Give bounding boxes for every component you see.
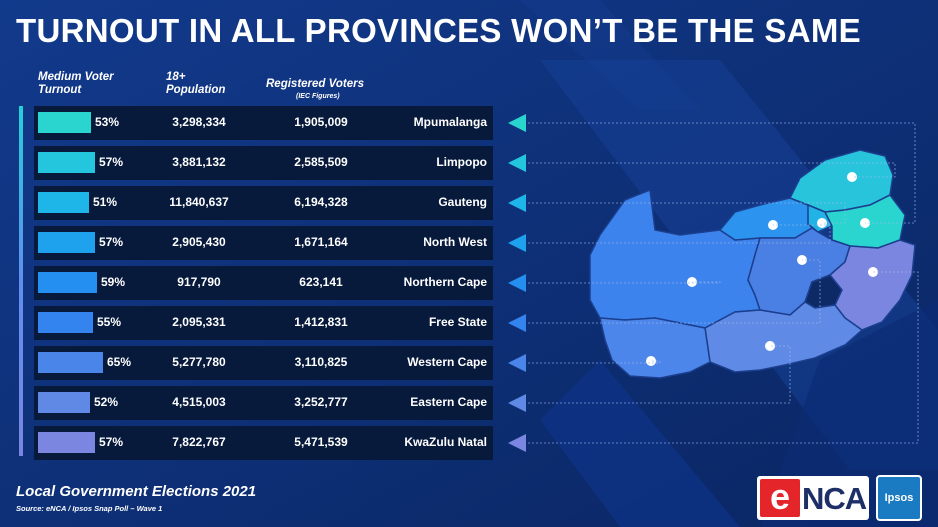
province-name: Gauteng	[438, 195, 487, 209]
turnout-bar	[38, 272, 97, 293]
population-cell: 2,905,430	[172, 235, 226, 249]
registered-cell: 1,905,009	[294, 115, 348, 129]
turnout-label: 53%	[95, 115, 120, 129]
connector-line-0	[528, 122, 916, 224]
connector-line-7	[528, 345, 791, 404]
connector-line-4	[528, 281, 721, 284]
footer-title: Local Government Elections 2021	[16, 483, 257, 500]
turnout-bar	[38, 152, 95, 173]
table-row: 52% 4,515,003 3,252,777 Eastern Cape	[34, 386, 493, 420]
turnout-bar	[38, 432, 95, 453]
connector-line-8	[528, 271, 919, 444]
province-name: Limpopo	[436, 155, 487, 169]
population-cell: 7,822,767	[172, 435, 226, 449]
table-row: 65% 5,277,780 3,110,825 Western Cape	[34, 346, 493, 380]
connector-line-3	[528, 224, 831, 244]
south-africa-map	[589, 149, 916, 379]
ipsos-logo-text: Ipsos	[884, 492, 914, 504]
map-western-cape	[599, 317, 711, 379]
registered-cell: 2,585,509	[294, 155, 348, 169]
header-registered-note: (IEC Figures)	[296, 93, 340, 100]
turnout-label: 65%	[107, 355, 132, 369]
turnout-bar	[38, 112, 91, 133]
registered-cell: 3,252,777	[294, 395, 348, 409]
map-dot-eastern-cape	[765, 341, 775, 351]
province-name: Free State	[428, 315, 487, 329]
map-kwazulu-natal	[828, 239, 916, 331]
turnout-label: 51%	[93, 195, 118, 209]
turnout-bar	[38, 312, 93, 333]
ipsos-logo: Ipsos	[876, 475, 922, 521]
turnout-bar	[38, 232, 95, 253]
turnout-label: 57%	[99, 155, 124, 169]
header-population: 18+ Population	[166, 71, 226, 96]
turnout-bar	[38, 392, 90, 413]
turnout-label: 59%	[101, 275, 126, 289]
province-name: Mpumalanga	[413, 115, 487, 129]
map-dot-western-cape	[646, 356, 656, 366]
turnout-bar	[38, 352, 103, 373]
turnout-bar	[38, 192, 89, 213]
province-name: North West	[423, 235, 487, 249]
enca-logo-e: e	[760, 479, 800, 517]
population-cell: 5,277,780	[172, 355, 226, 369]
turnout-label: 57%	[99, 235, 124, 249]
table-row: 57% 7,822,767 5,471,539 KwaZulu Natal	[34, 426, 493, 460]
population-cell: 11,840,637	[169, 195, 229, 209]
table-row: 57% 3,881,132 2,585,509 Limpopo	[34, 146, 493, 180]
turnout-label: 55%	[97, 315, 122, 329]
turnout-label: 52%	[94, 395, 119, 409]
row-pointer-6	[508, 354, 526, 372]
table-row: 57% 2,905,430 1,671,164 North West	[34, 226, 493, 260]
connector-line-6	[528, 360, 661, 364]
connector-line-5	[528, 259, 821, 324]
footer-source: Source: eNCA / Ipsos Snap Poll – Wave 1	[16, 504, 163, 513]
row-pointer-5	[508, 314, 526, 332]
registered-cell: 1,412,831	[294, 315, 348, 329]
registered-cell: 3,110,825	[294, 355, 348, 369]
header-registered: Registered Voters	[266, 78, 364, 90]
province-name: Western Cape	[407, 355, 487, 369]
enca-logo: e NCA	[757, 476, 869, 520]
row-pointer-1	[508, 154, 526, 172]
row-pointer-4	[508, 274, 526, 292]
registered-cell: 623,141	[299, 275, 343, 289]
turnout-gradient-strip	[19, 106, 23, 456]
population-cell: 917,790	[177, 275, 221, 289]
table-row: 55% 2,095,331 1,412,831 Free State	[34, 306, 493, 340]
map-dot-limpopo	[847, 172, 857, 182]
province-name: Northern Cape	[403, 275, 487, 289]
page-title: TURNOUT IN ALL PROVINCES WON’T BE THE SA…	[16, 12, 861, 49]
map-dot-gauteng	[817, 218, 827, 228]
province-name: Eastern Cape	[410, 395, 487, 409]
population-cell: 3,881,132	[172, 155, 226, 169]
population-cell: 2,095,331	[172, 315, 226, 329]
population-cell: 3,298,334	[172, 115, 226, 129]
province-name: KwaZulu Natal	[404, 435, 487, 449]
registered-cell: 1,671,164	[294, 235, 348, 249]
registered-cell: 6,194,328	[294, 195, 348, 209]
row-pointer-8	[508, 434, 526, 452]
row-pointer-0	[508, 114, 526, 132]
registered-cell: 5,471,539	[294, 435, 348, 449]
row-pointer-2	[508, 194, 526, 212]
table-row: 59% 917,790 623,141 Northern Cape	[34, 266, 493, 300]
turnout-label: 57%	[99, 435, 124, 449]
map-eastern-cape	[704, 301, 864, 373]
enca-logo-nca: NCA	[802, 481, 867, 516]
row-pointer-3	[508, 234, 526, 252]
connector-line-2	[528, 202, 846, 224]
connector-line-1	[528, 162, 896, 178]
population-cell: 4,515,003	[172, 395, 226, 409]
header-turnout: Medium Voter Turnout	[38, 71, 114, 96]
table-row: 51% 11,840,637 6,194,328 Gauteng	[34, 186, 493, 220]
table-row: 53% 3,298,334 1,905,009 Mpumalanga	[34, 106, 493, 140]
row-pointer-7	[508, 394, 526, 412]
